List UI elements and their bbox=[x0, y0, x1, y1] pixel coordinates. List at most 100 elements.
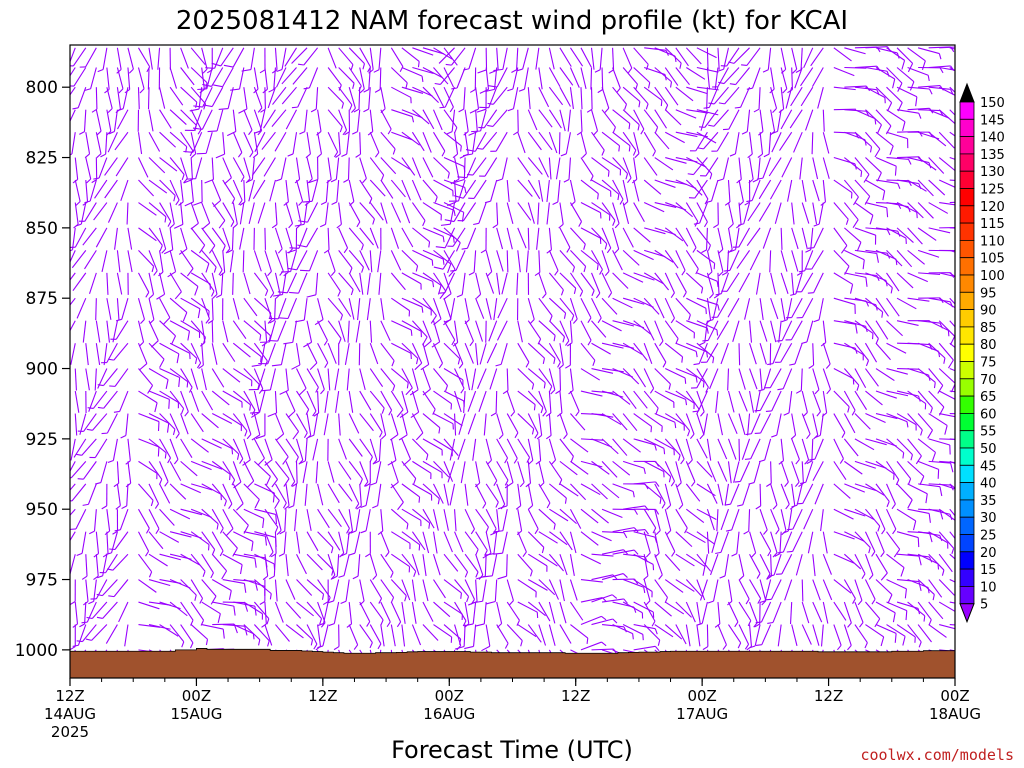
wind-barb bbox=[94, 179, 108, 199]
wind-barb bbox=[357, 298, 361, 321]
wind-barb bbox=[506, 413, 519, 439]
wind-barb bbox=[138, 579, 157, 593]
terrain-fill bbox=[69, 648, 956, 679]
wind-barb bbox=[169, 438, 179, 465]
wind-barb bbox=[886, 47, 906, 70]
wind-barb bbox=[422, 227, 445, 243]
wind-barb bbox=[654, 342, 667, 368]
wind-barb bbox=[190, 579, 204, 604]
wind-barb bbox=[664, 483, 672, 510]
wind-barb bbox=[643, 297, 660, 315]
wind-barb bbox=[159, 109, 172, 129]
wind-barb bbox=[338, 47, 354, 71]
wind-barb bbox=[268, 554, 276, 580]
wind-barb bbox=[156, 272, 166, 300]
wind-barb bbox=[685, 461, 696, 487]
wind-barb bbox=[812, 202, 818, 225]
wind-barb bbox=[548, 67, 561, 88]
wind-barb bbox=[801, 624, 812, 645]
wind-barb bbox=[538, 390, 547, 417]
wind-barb bbox=[796, 297, 814, 319]
wind-barb bbox=[569, 579, 578, 601]
wind-barb bbox=[738, 601, 752, 627]
wind-barb bbox=[875, 342, 891, 361]
wind-barb bbox=[812, 390, 821, 417]
wind-barb bbox=[548, 157, 552, 180]
colorbar-swatch bbox=[959, 239, 975, 259]
wind-barb bbox=[854, 390, 868, 410]
y-tick-label: 950 bbox=[26, 500, 58, 520]
colorbar-label: 10 bbox=[980, 580, 997, 595]
wind-barb bbox=[612, 202, 620, 229]
wind-barb bbox=[264, 298, 273, 324]
wind-barb bbox=[95, 227, 108, 248]
wind-barb bbox=[454, 509, 457, 532]
wind-barb bbox=[359, 461, 369, 487]
wind-barb bbox=[886, 109, 906, 132]
wind-barb bbox=[444, 202, 466, 223]
wind-barb bbox=[380, 131, 396, 155]
wind-barb bbox=[622, 342, 643, 355]
wind-barb bbox=[274, 483, 287, 509]
wind-barb bbox=[795, 272, 814, 293]
wind-barb bbox=[169, 483, 187, 500]
wind-barb bbox=[833, 66, 855, 77]
wind-barb bbox=[548, 47, 555, 70]
wind-barb bbox=[558, 202, 564, 229]
wind-barb bbox=[76, 624, 97, 643]
wind-barb bbox=[148, 320, 159, 348]
wind-barb bbox=[148, 227, 163, 251]
wind-barb bbox=[222, 623, 248, 636]
wind-barb bbox=[277, 272, 298, 294]
wind-barb bbox=[127, 227, 133, 250]
wind-barb bbox=[159, 413, 176, 436]
wind-barb bbox=[928, 202, 949, 214]
wind-barb bbox=[496, 272, 501, 295]
wind-barb bbox=[791, 438, 800, 465]
wind-barb bbox=[211, 483, 227, 507]
colorbar-swatch bbox=[959, 551, 975, 570]
wind-barb bbox=[159, 624, 179, 637]
wind-barb bbox=[517, 461, 525, 488]
wind-barb bbox=[864, 554, 874, 580]
wind-barb bbox=[294, 509, 298, 532]
wind-barb bbox=[106, 109, 112, 136]
wind-barb bbox=[706, 67, 711, 90]
wind-barb bbox=[317, 531, 334, 554]
wind-barb bbox=[411, 531, 426, 551]
x-tick-label: 12Z bbox=[561, 687, 590, 705]
wind-barb bbox=[800, 67, 814, 87]
wind-barb bbox=[103, 343, 108, 366]
wind-barb bbox=[327, 531, 341, 551]
wind-barb bbox=[907, 202, 924, 219]
wind-barb bbox=[896, 461, 912, 485]
wind-barb bbox=[338, 272, 354, 296]
wind-barb bbox=[612, 438, 628, 456]
wind-barb bbox=[886, 438, 905, 459]
wind-barb bbox=[398, 413, 408, 441]
wind-barb bbox=[390, 250, 402, 271]
wind-barb bbox=[296, 413, 308, 439]
wind-barb bbox=[707, 298, 719, 322]
wind-barb bbox=[675, 624, 687, 645]
colorbar-label: 80 bbox=[980, 338, 997, 353]
wind-barb bbox=[169, 601, 188, 617]
wind-barb bbox=[654, 86, 669, 111]
wind-barb bbox=[475, 508, 489, 533]
wind-barb bbox=[422, 272, 442, 295]
wind-barb bbox=[875, 483, 890, 508]
wind-barb bbox=[433, 47, 453, 60]
wind-barb bbox=[253, 272, 269, 297]
wind-barb bbox=[169, 86, 184, 106]
wind-barb bbox=[431, 320, 441, 348]
wind-barb bbox=[548, 624, 556, 646]
wind-barb bbox=[755, 483, 762, 510]
wind-barb bbox=[110, 320, 129, 340]
wind-barb bbox=[686, 297, 707, 315]
wind-barb bbox=[148, 390, 170, 409]
wind-barb bbox=[633, 368, 646, 388]
wind-barb bbox=[591, 367, 614, 374]
wind-barb bbox=[538, 342, 556, 364]
wind-barb bbox=[409, 368, 419, 396]
wind-barb bbox=[949, 297, 955, 305]
